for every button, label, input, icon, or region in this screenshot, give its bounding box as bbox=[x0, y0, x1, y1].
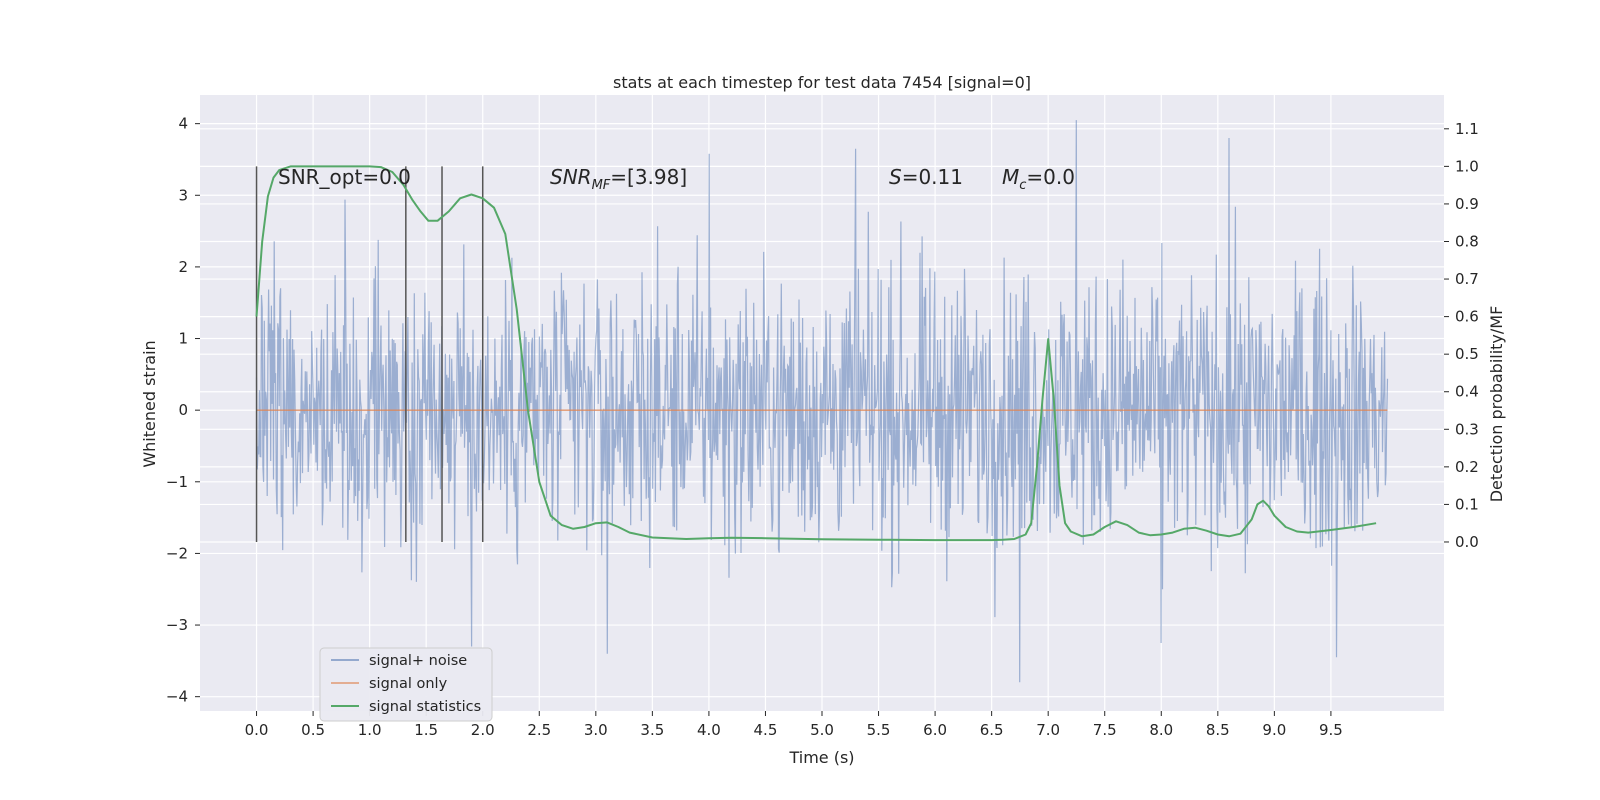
y-right-tick-label: 1.1 bbox=[1455, 120, 1479, 138]
y-right-tick-label: 0.2 bbox=[1455, 458, 1479, 476]
chart-title: stats at each timestep for test data 745… bbox=[613, 73, 1031, 92]
x-tick-label: 1.5 bbox=[414, 721, 438, 739]
y-tick-label: 2 bbox=[178, 258, 188, 276]
x-tick-label: 2.5 bbox=[527, 721, 551, 739]
annotation-mc: Mc=0.0 bbox=[1002, 165, 1075, 193]
y-right-tick-label: 0.7 bbox=[1455, 270, 1479, 288]
x-tick-label: 6.0 bbox=[923, 721, 947, 739]
annotation-snr-mf: SNRMF=[3.98] bbox=[550, 165, 687, 193]
y-right-tick-label: 0.0 bbox=[1455, 533, 1479, 551]
x-tick-label: 3.5 bbox=[640, 721, 664, 739]
annotation-s: S=0.11 bbox=[889, 165, 963, 189]
legend: signal+ noise signal only signal statist… bbox=[319, 647, 493, 722]
y-right-tick-label: 0.4 bbox=[1455, 383, 1479, 401]
y-tick-label: −3 bbox=[166, 616, 188, 634]
y-axis-right-ticks: 0.0 0.1 0.2 0.3 0.4 0.5 0.6 0.7 0.8 0.9 1.0 1.1 bbox=[1444, 120, 1479, 551]
y-tick-label: 3 bbox=[178, 186, 188, 204]
vertical-markers bbox=[255, 166, 484, 542]
y-right-tick-label: 0.6 bbox=[1455, 308, 1479, 326]
legend-box bbox=[319, 647, 493, 722]
x-tick-label: 3.0 bbox=[584, 721, 608, 739]
annotation-snr-opt: SNR_opt=0.0 bbox=[278, 165, 411, 189]
series-signal-statistics bbox=[255, 165, 1377, 542]
y-tick-label: 4 bbox=[178, 115, 188, 133]
signal-noise-line bbox=[255, 120, 1389, 683]
y-right-tick-label: 0.5 bbox=[1455, 345, 1479, 363]
x-tick-label: 0.0 bbox=[245, 721, 269, 739]
x-tick-label: 7.5 bbox=[1093, 721, 1117, 739]
x-axis-label: Time (s) bbox=[788, 748, 854, 767]
signal-statistics-line bbox=[255, 165, 1377, 542]
x-tick-label: 1.0 bbox=[358, 721, 382, 739]
y-tick-label: 0 bbox=[178, 401, 188, 419]
x-tick-label: 6.5 bbox=[980, 721, 1004, 739]
y-right-tick-label: 0.9 bbox=[1455, 195, 1479, 213]
y-tick-label: 1 bbox=[178, 330, 188, 348]
x-tick-label: 7.0 bbox=[1036, 721, 1060, 739]
x-tick-label: 5.5 bbox=[867, 721, 891, 739]
legend-label-signal-only: signal only bbox=[369, 676, 448, 692]
y-right-tick-label: 1.0 bbox=[1455, 157, 1479, 175]
y-right-tick-label: 0.1 bbox=[1455, 495, 1479, 513]
x-axis-ticks: 0.0 0.5 1.0 1.5 2.0 2.5 3.0 3.5 4.0 4.5 5.0 5.5 6.0 6… bbox=[245, 711, 1343, 739]
y-axis-left-ticks: −4 −3 −2 −1 0 1 2 3 4 bbox=[166, 115, 200, 706]
x-tick-label: 5.0 bbox=[810, 721, 834, 739]
legend-label-signal-noise: signal+ noise bbox=[369, 653, 467, 669]
x-tick-label: 4.0 bbox=[697, 721, 721, 739]
y-tick-label: −2 bbox=[166, 544, 188, 562]
y-axis-left-label: Whitened strain bbox=[140, 340, 159, 467]
y-tick-label: −4 bbox=[166, 688, 188, 706]
x-tick-label: 9.5 bbox=[1319, 721, 1343, 739]
y-axis-right-label: Detection probability/MF bbox=[1487, 306, 1506, 503]
series-signal-noise bbox=[255, 120, 1389, 683]
y-right-tick-label: 0.8 bbox=[1455, 232, 1479, 250]
x-tick-label: 4.5 bbox=[754, 721, 778, 739]
x-tick-label: 0.5 bbox=[301, 721, 325, 739]
y-tick-label: −1 bbox=[166, 473, 188, 491]
legend-label-signal-statistics: signal statistics bbox=[369, 699, 481, 715]
x-tick-label: 8.0 bbox=[1149, 721, 1173, 739]
x-tick-label: 9.0 bbox=[1262, 721, 1286, 739]
x-tick-label: 2.0 bbox=[471, 721, 495, 739]
y-right-tick-label: 0.3 bbox=[1455, 420, 1479, 438]
x-tick-label: 8.5 bbox=[1206, 721, 1230, 739]
